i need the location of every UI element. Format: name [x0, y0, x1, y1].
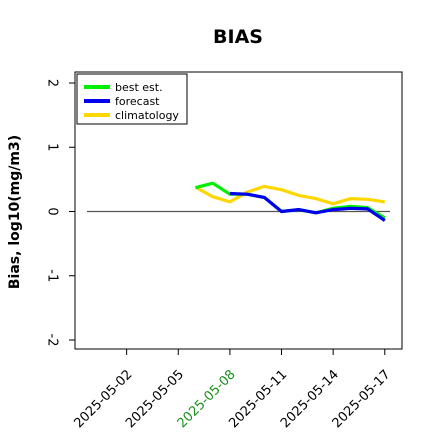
- y-axis: -2 -1 0 1 2: [45, 79, 75, 347]
- series-line-forecast: [229, 191, 386, 222]
- y-tick-label: -1: [45, 269, 60, 282]
- legend-label-forecast: forecast: [115, 95, 160, 108]
- y-tick-label: 0: [45, 207, 60, 215]
- y-tick-label: 2: [45, 79, 60, 87]
- x-axis: 2025-05-022025-05-052025-05-082025-05-11…: [71, 349, 394, 431]
- y-axis-label: Bias, log10(mg/m3): [7, 135, 23, 289]
- legend-label-best-est: best est.: [115, 81, 163, 94]
- legend-label-climatology: climatology: [115, 109, 179, 122]
- series-lines: [194, 181, 386, 222]
- legend: best est. forecast climatology: [76, 73, 188, 125]
- y-tick-label: 1: [45, 143, 60, 151]
- y-tick-label: -2: [45, 334, 60, 347]
- chart-title: BIAS: [213, 26, 263, 48]
- plot-frame: [74, 71, 403, 350]
- series-line-climatology: [194, 184, 386, 206]
